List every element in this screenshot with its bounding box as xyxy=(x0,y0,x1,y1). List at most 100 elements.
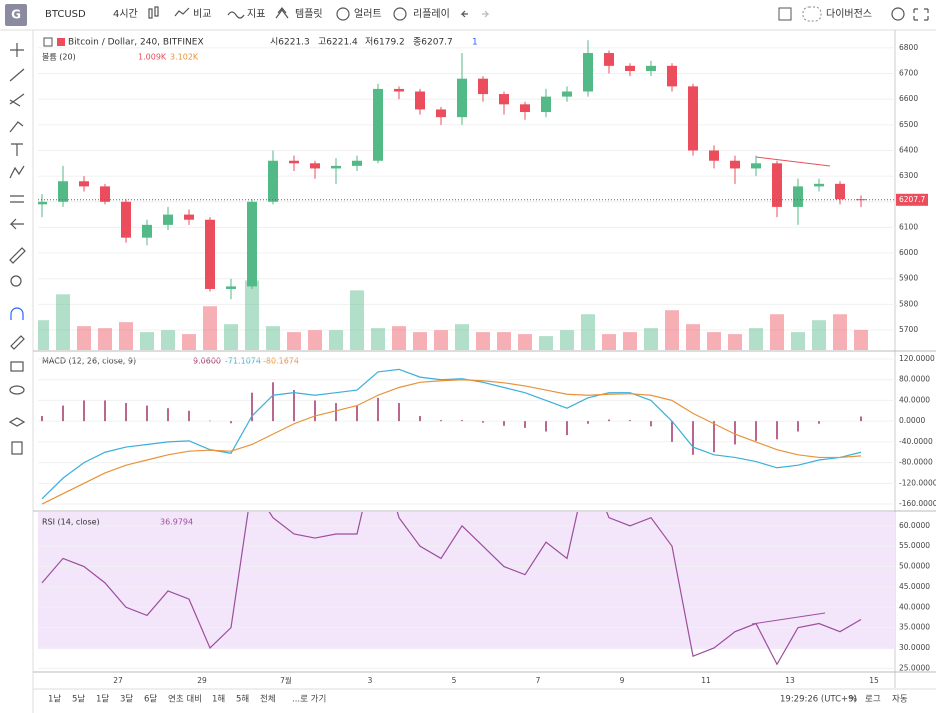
y-tick-label: -120.0000 xyxy=(899,478,936,487)
eye-tool[interactable] xyxy=(9,385,25,395)
toolbar-item[interactable]: 리플레이 xyxy=(413,8,450,20)
pattern-tool[interactable] xyxy=(9,165,25,179)
volume-bar xyxy=(602,334,616,350)
volume-bar xyxy=(518,334,532,350)
settings-icon[interactable] xyxy=(891,7,905,21)
toolbar-item[interactable]: 템플릿 xyxy=(295,8,323,20)
layout-icon[interactable] xyxy=(778,7,792,21)
volume-bar xyxy=(203,306,217,350)
y-tick-label: 45.0000 xyxy=(899,582,930,591)
last-price-tag xyxy=(896,193,928,206)
range-button[interactable]: 6달 xyxy=(144,694,157,705)
percent-toggle[interactable]: % xyxy=(849,695,857,705)
pane xyxy=(41,512,862,666)
trend-line[interactable] xyxy=(751,612,826,625)
toolbar-item[interactable]: 비교 xyxy=(193,8,211,20)
y-tick-label: 120.0000 xyxy=(899,354,935,363)
candle-icon[interactable] xyxy=(148,6,159,19)
volume-bar xyxy=(119,322,133,350)
indicator-icon xyxy=(227,11,245,19)
back-tool[interactable] xyxy=(9,218,24,230)
goto-date[interactable]: ...로 가기 xyxy=(292,695,326,705)
undo-icon[interactable] xyxy=(460,10,468,18)
divergence[interactable]: 다이버전스 xyxy=(826,8,872,20)
y-tick-label: 6600 xyxy=(899,94,918,103)
volume-value: 1.009K xyxy=(138,53,167,62)
x-tick-label: 13 xyxy=(785,676,795,685)
trend-line[interactable] xyxy=(755,156,831,167)
template-icon xyxy=(275,7,289,19)
candle-body xyxy=(814,183,824,187)
fib-tool[interactable] xyxy=(9,93,25,107)
candle-body xyxy=(268,160,278,202)
volume-bar xyxy=(581,314,595,350)
range-button[interactable]: 5날 xyxy=(72,694,85,705)
range-button[interactable]: 1달 xyxy=(96,694,109,705)
candle-body xyxy=(688,86,698,151)
candle-body xyxy=(625,65,635,71)
x-tick-label: 3 xyxy=(368,676,373,685)
range-button[interactable]: 전체 xyxy=(260,694,276,705)
range-button[interactable]: 연초 대비 xyxy=(168,695,202,705)
logo-letter: G xyxy=(11,8,21,22)
brush-tool[interactable] xyxy=(9,121,24,133)
y-tick-label: -80.0000 xyxy=(899,458,933,467)
candle-body xyxy=(184,214,194,220)
y-tick-label: 25.0000 xyxy=(899,663,930,672)
volume-bar xyxy=(245,280,259,350)
rsi-value: 36.9794 xyxy=(160,518,193,527)
volume-bar xyxy=(434,330,448,350)
candle-body xyxy=(562,91,572,97)
candle-body xyxy=(604,53,614,66)
logo[interactable] xyxy=(5,4,27,26)
candle-body xyxy=(331,165,341,169)
range-button[interactable]: 1해 xyxy=(212,695,225,705)
candle-body xyxy=(583,53,593,92)
y-tick-label: 6100 xyxy=(899,222,918,231)
y-tick-label: 50.0000 xyxy=(899,562,930,571)
log-toggle[interactable]: 로그 xyxy=(865,695,881,705)
auto-toggle[interactable]: 자동 xyxy=(892,695,908,705)
volume-bar xyxy=(140,332,154,350)
crosshair-tool[interactable] xyxy=(10,43,24,57)
range-button[interactable]: 1날 xyxy=(48,694,61,705)
volume-bar xyxy=(98,328,112,350)
forecast-tool[interactable] xyxy=(10,195,24,203)
text-tool[interactable] xyxy=(11,143,23,156)
signal-line xyxy=(41,379,862,505)
volume-bar xyxy=(56,294,70,350)
range-button[interactable]: 5해 xyxy=(236,695,249,705)
interval[interactable]: 4시간 xyxy=(113,8,138,20)
candle-body xyxy=(793,186,803,207)
volume-bar xyxy=(497,332,511,350)
range-button[interactable]: 3달 xyxy=(120,694,133,705)
y-tick-label: -40.0000 xyxy=(899,437,933,446)
volume-bar xyxy=(455,324,469,350)
layers-tool[interactable] xyxy=(8,417,26,427)
rsi-band xyxy=(38,512,895,649)
candle-body xyxy=(226,286,236,289)
x-tick-label: 5 xyxy=(452,676,457,685)
candle-body xyxy=(436,109,446,118)
toolbar-item[interactable]: 얼러트 xyxy=(354,8,382,20)
symbol[interactable]: BTCUSD xyxy=(45,9,86,20)
collapse-icon[interactable] xyxy=(43,37,53,47)
lock-draw-tool[interactable] xyxy=(10,335,25,350)
x-tick-label: 9 xyxy=(620,676,625,685)
top-bar xyxy=(0,0,936,30)
fullscreen-icon[interactable] xyxy=(913,8,929,21)
redo-icon[interactable] xyxy=(482,10,490,18)
toolbar-item[interactable]: 지표 xyxy=(247,8,265,20)
x-tick-label: 15 xyxy=(869,676,879,685)
y-tick-label: 60.0000 xyxy=(899,521,930,530)
trash-tool[interactable] xyxy=(11,441,23,455)
candle-body xyxy=(163,214,173,225)
measure-tool[interactable] xyxy=(9,247,26,264)
y-tick-label: 35.0000 xyxy=(899,623,930,632)
zoom-tool[interactable] xyxy=(10,275,22,287)
candle-body xyxy=(373,88,383,161)
line-tool[interactable] xyxy=(9,68,25,82)
lock-tool[interactable] xyxy=(10,361,24,372)
magnet-tool[interactable] xyxy=(10,307,24,320)
volume-bar xyxy=(308,330,322,350)
